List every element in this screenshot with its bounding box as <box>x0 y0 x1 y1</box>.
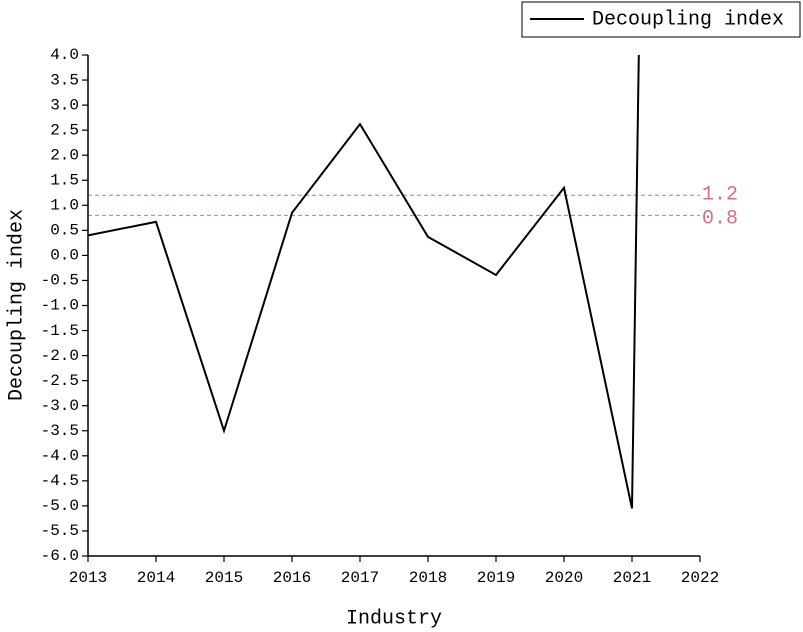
y-tick-label: 1.0 <box>50 197 79 215</box>
x-tick-label: 2018 <box>409 569 447 587</box>
x-tick-label: 2019 <box>477 569 515 587</box>
plot-area <box>88 55 640 509</box>
y-tick-label: 1.5 <box>50 171 79 189</box>
y-tick-label: 3.0 <box>50 96 79 114</box>
reference-label: 0.8 <box>702 208 738 231</box>
y-tick-label: -3.5 <box>41 422 79 440</box>
y-tick-label: -6.0 <box>41 547 79 565</box>
y-tick-label: -3.0 <box>41 397 79 415</box>
x-tick-label: 2017 <box>341 569 379 587</box>
x-tick-label: 2016 <box>273 569 311 587</box>
legend-label: Decoupling index <box>592 8 784 31</box>
y-tick-label: 0.0 <box>50 247 79 265</box>
y-tick-label: 4.0 <box>50 46 79 64</box>
y-tick-label: -2.5 <box>41 372 79 390</box>
y-tick-label: -5.0 <box>41 497 79 515</box>
y-tick-label: -1.0 <box>41 297 79 315</box>
y-tick-label: -5.5 <box>41 522 79 540</box>
x-tick-label: 2013 <box>69 569 107 587</box>
x-tick-label: 2020 <box>545 569 583 587</box>
x-tick-label: 2021 <box>613 569 651 587</box>
x-tick-label: 2014 <box>137 569 175 587</box>
y-tick-label: -0.5 <box>41 272 79 290</box>
legend: Decoupling index <box>521 1 801 38</box>
y-tick-label: 0.5 <box>50 222 79 240</box>
y-axis-title: Decoupling index <box>5 209 28 401</box>
x-tick-label: 2022 <box>681 569 719 587</box>
y-tick-label: -4.0 <box>41 447 79 465</box>
y-tick-label: -4.5 <box>41 472 79 490</box>
reference-label: 1.2 <box>702 184 738 207</box>
y-tick-label: -1.5 <box>41 322 79 340</box>
y-tick-label: 3.5 <box>50 71 79 89</box>
data-line <box>88 55 640 509</box>
y-tick-label: 2.0 <box>50 146 79 164</box>
y-tick-label: 2.5 <box>50 121 79 139</box>
y-tick-label: -2.0 <box>41 347 79 365</box>
x-tick-label: 2015 <box>205 569 243 587</box>
x-axis-title: Industry <box>346 607 442 630</box>
